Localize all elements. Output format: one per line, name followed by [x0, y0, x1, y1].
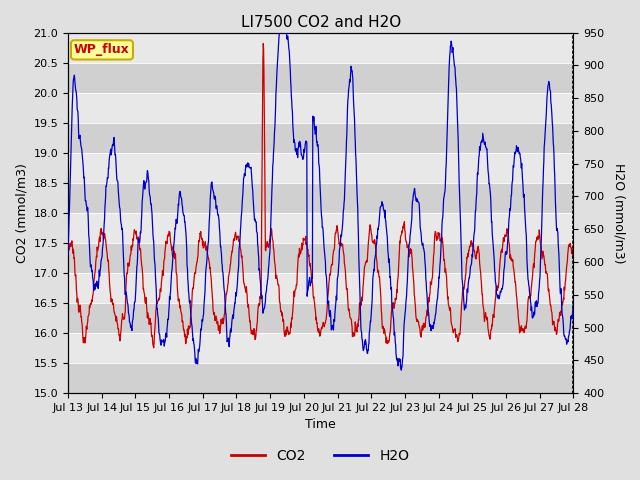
- Bar: [68, 243, 573, 273]
- Bar: [68, 123, 573, 153]
- Legend: CO2, H2O: CO2, H2O: [225, 443, 415, 468]
- Y-axis label: CO2 (mmol/m3): CO2 (mmol/m3): [15, 163, 28, 263]
- Text: WP_flux: WP_flux: [74, 43, 130, 56]
- Bar: [68, 62, 573, 93]
- X-axis label: Time: Time: [305, 419, 336, 432]
- Bar: [68, 303, 573, 333]
- Title: LI7500 CO2 and H2O: LI7500 CO2 and H2O: [241, 15, 401, 30]
- Y-axis label: H2O (mmol/m3): H2O (mmol/m3): [612, 163, 625, 263]
- Bar: [68, 183, 573, 213]
- Bar: [68, 363, 573, 393]
